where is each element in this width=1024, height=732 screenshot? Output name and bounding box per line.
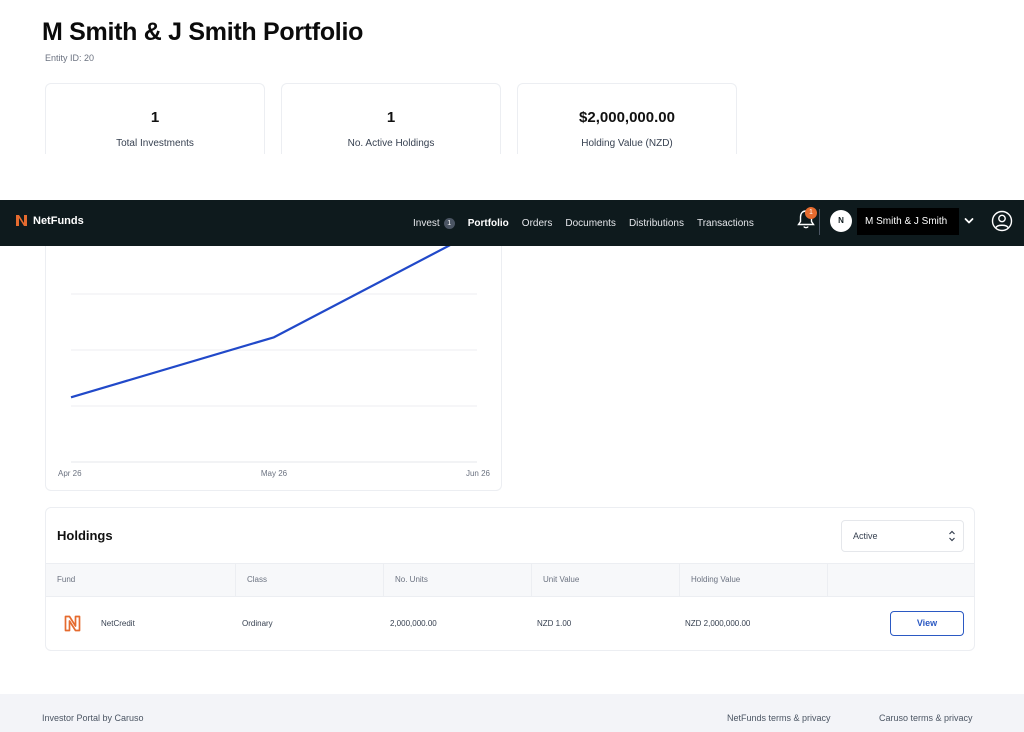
- nav-orders[interactable]: Orders: [522, 218, 553, 229]
- chart-series-line: [70, 246, 451, 399]
- entity-id: Entity ID: 20: [45, 53, 95, 63]
- cell-unit-value: NZD 1.00: [537, 619, 572, 628]
- cell-fund: NetCredit: [101, 619, 135, 628]
- nav-divider: [819, 209, 820, 235]
- user-circle-icon[interactable]: [991, 210, 1013, 232]
- holdings-card: Holdings Active Fund Class No. Units Uni…: [45, 507, 975, 651]
- account-switcher[interactable]: M Smith & J Smith: [857, 208, 959, 235]
- column-header-units: No. Units: [384, 564, 532, 596]
- chart-x-tick-label: Apr 26: [58, 469, 82, 478]
- view-holding-button[interactable]: View: [890, 611, 964, 636]
- nav-transactions-label: Transactions: [696, 217, 754, 229]
- stat-card-holding-value: $2,000,000.00 Holding Value (NZD): [517, 83, 737, 154]
- chart-card: Apr 26 May 26 Jun 26: [45, 246, 502, 491]
- nav-documents-label: Documents: [565, 217, 616, 229]
- cell-units: 2,000,000.00: [390, 619, 437, 628]
- nav-invest-badge: 1: [443, 217, 455, 229]
- nav-links: Invest 1 Portfolio Orders Documents Dist…: [413, 200, 754, 246]
- column-header-fund: Fund: [46, 564, 236, 596]
- nav-portfolio[interactable]: Portfolio: [468, 218, 509, 229]
- chevron-down-icon[interactable]: [963, 215, 975, 227]
- column-header-class: Class: [236, 564, 384, 596]
- footer-netfunds-terms-link[interactable]: NetFunds terms & privacy: [727, 713, 831, 723]
- top-navbar: NetFunds Invest 1 Portfolio Orders Docum…: [0, 200, 1024, 246]
- select-arrows-icon: [949, 530, 955, 542]
- stat-value: 1: [150, 109, 160, 126]
- account-avatar[interactable]: N: [830, 210, 852, 232]
- nav-transactions[interactable]: Transactions: [697, 218, 754, 229]
- stat-card-total-investments: 1 Total Investments: [45, 83, 265, 154]
- brand-name: NetFunds: [33, 214, 84, 227]
- nav-distributions[interactable]: Distributions: [629, 218, 684, 229]
- stat-card-active-holdings: 1 No. Active Holdings: [281, 83, 501, 154]
- page-title: M Smith & J Smith Portfolio: [42, 18, 364, 46]
- stat-label: Total Investments: [116, 138, 194, 149]
- chart-x-tick-label: May 26: [261, 469, 288, 478]
- netfunds-logo-icon: [16, 215, 27, 226]
- table-row: NetCredit Ordinary 2,000,000.00 NZD 1.00…: [46, 597, 974, 651]
- nav-distributions-label: Distributions: [628, 217, 684, 229]
- nav-portfolio-label: Portfolio: [467, 217, 509, 229]
- footer-credit: Investor Portal by Caruso: [42, 713, 144, 723]
- notifications-button[interactable]: 1: [796, 207, 817, 236]
- footer: Investor Portal by Caruso NetFunds terms…: [0, 694, 1024, 732]
- nav-invest[interactable]: Invest 1: [413, 217, 455, 229]
- notification-count-badge: 1: [805, 207, 817, 219]
- holdings-title: Holdings: [57, 528, 113, 543]
- holding-value-chart: Apr 26 May 26 Jun 26: [58, 246, 491, 478]
- stat-label: No. Active Holdings: [347, 138, 435, 149]
- footer-caruso-terms-link[interactable]: Caruso terms & privacy: [879, 713, 973, 723]
- nav-invest-label: Invest: [413, 217, 440, 229]
- nav-orders-label: Orders: [521, 217, 553, 229]
- stat-label: Holding Value (NZD): [581, 138, 673, 149]
- chart-x-tick-label: Jun 26: [466, 469, 491, 478]
- cell-class: Ordinary: [242, 619, 273, 628]
- nav-documents[interactable]: Documents: [565, 218, 616, 229]
- stat-value: $2,000,000.00: [579, 109, 675, 126]
- column-header-holding-value: Holding Value: [680, 564, 828, 596]
- column-header-unit-value: Unit Value: [532, 564, 680, 596]
- netcredit-fund-logo-icon: [64, 615, 81, 632]
- holdings-status-select[interactable]: Active: [841, 520, 964, 552]
- brand-logo[interactable]: NetFunds: [15, 214, 84, 227]
- holdings-table-header: Fund Class No. Units Unit Value Holding …: [46, 563, 974, 597]
- status-select-value: Active: [853, 531, 878, 541]
- stat-value: 1: [386, 109, 396, 126]
- cell-holding-value: NZD 2,000,000.00: [685, 619, 751, 628]
